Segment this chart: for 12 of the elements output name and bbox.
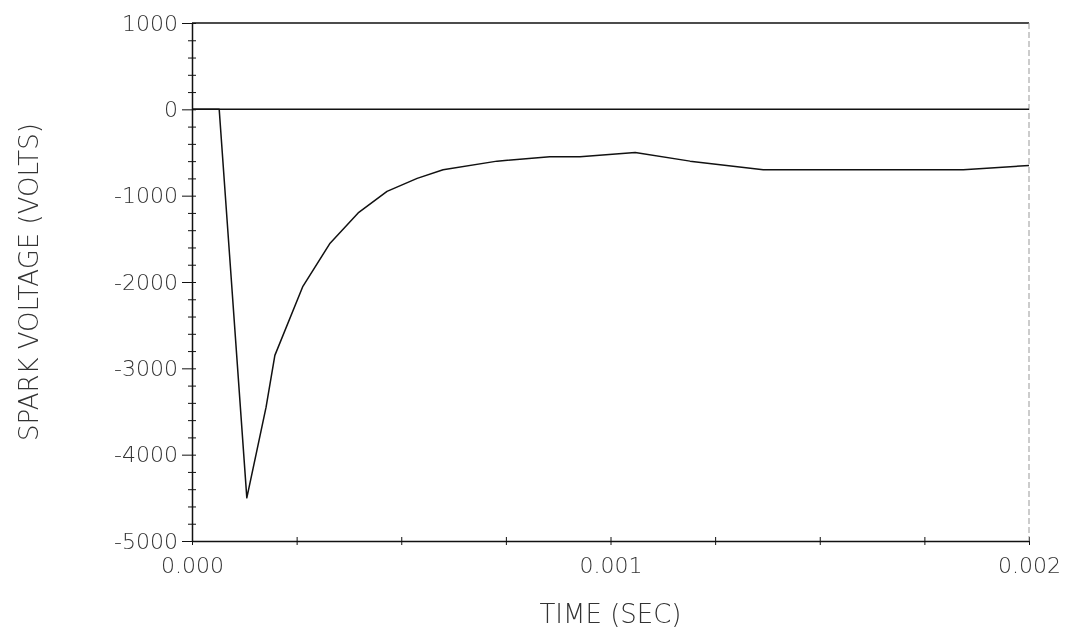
y-tick-label: 1000 <box>122 10 178 36</box>
x-tick-label: 0.002 <box>998 552 1061 578</box>
y-tick-label: -5000 <box>114 528 178 554</box>
y-tick-label: -4000 <box>114 442 178 468</box>
x-tick-label: 0.001 <box>579 552 643 578</box>
y-tick-label: -1000 <box>114 183 178 209</box>
y-axis-title: SPARK VOLTAGE (VOLTS) <box>14 123 44 441</box>
y-tick-label: -3000 <box>114 355 178 381</box>
y-tick-label: -2000 <box>114 269 178 295</box>
y-tick-label: 0 <box>164 96 178 122</box>
x-tick-label: 0.000 <box>161 552 224 578</box>
x-axis-title: TIME (SEC) <box>539 599 682 629</box>
